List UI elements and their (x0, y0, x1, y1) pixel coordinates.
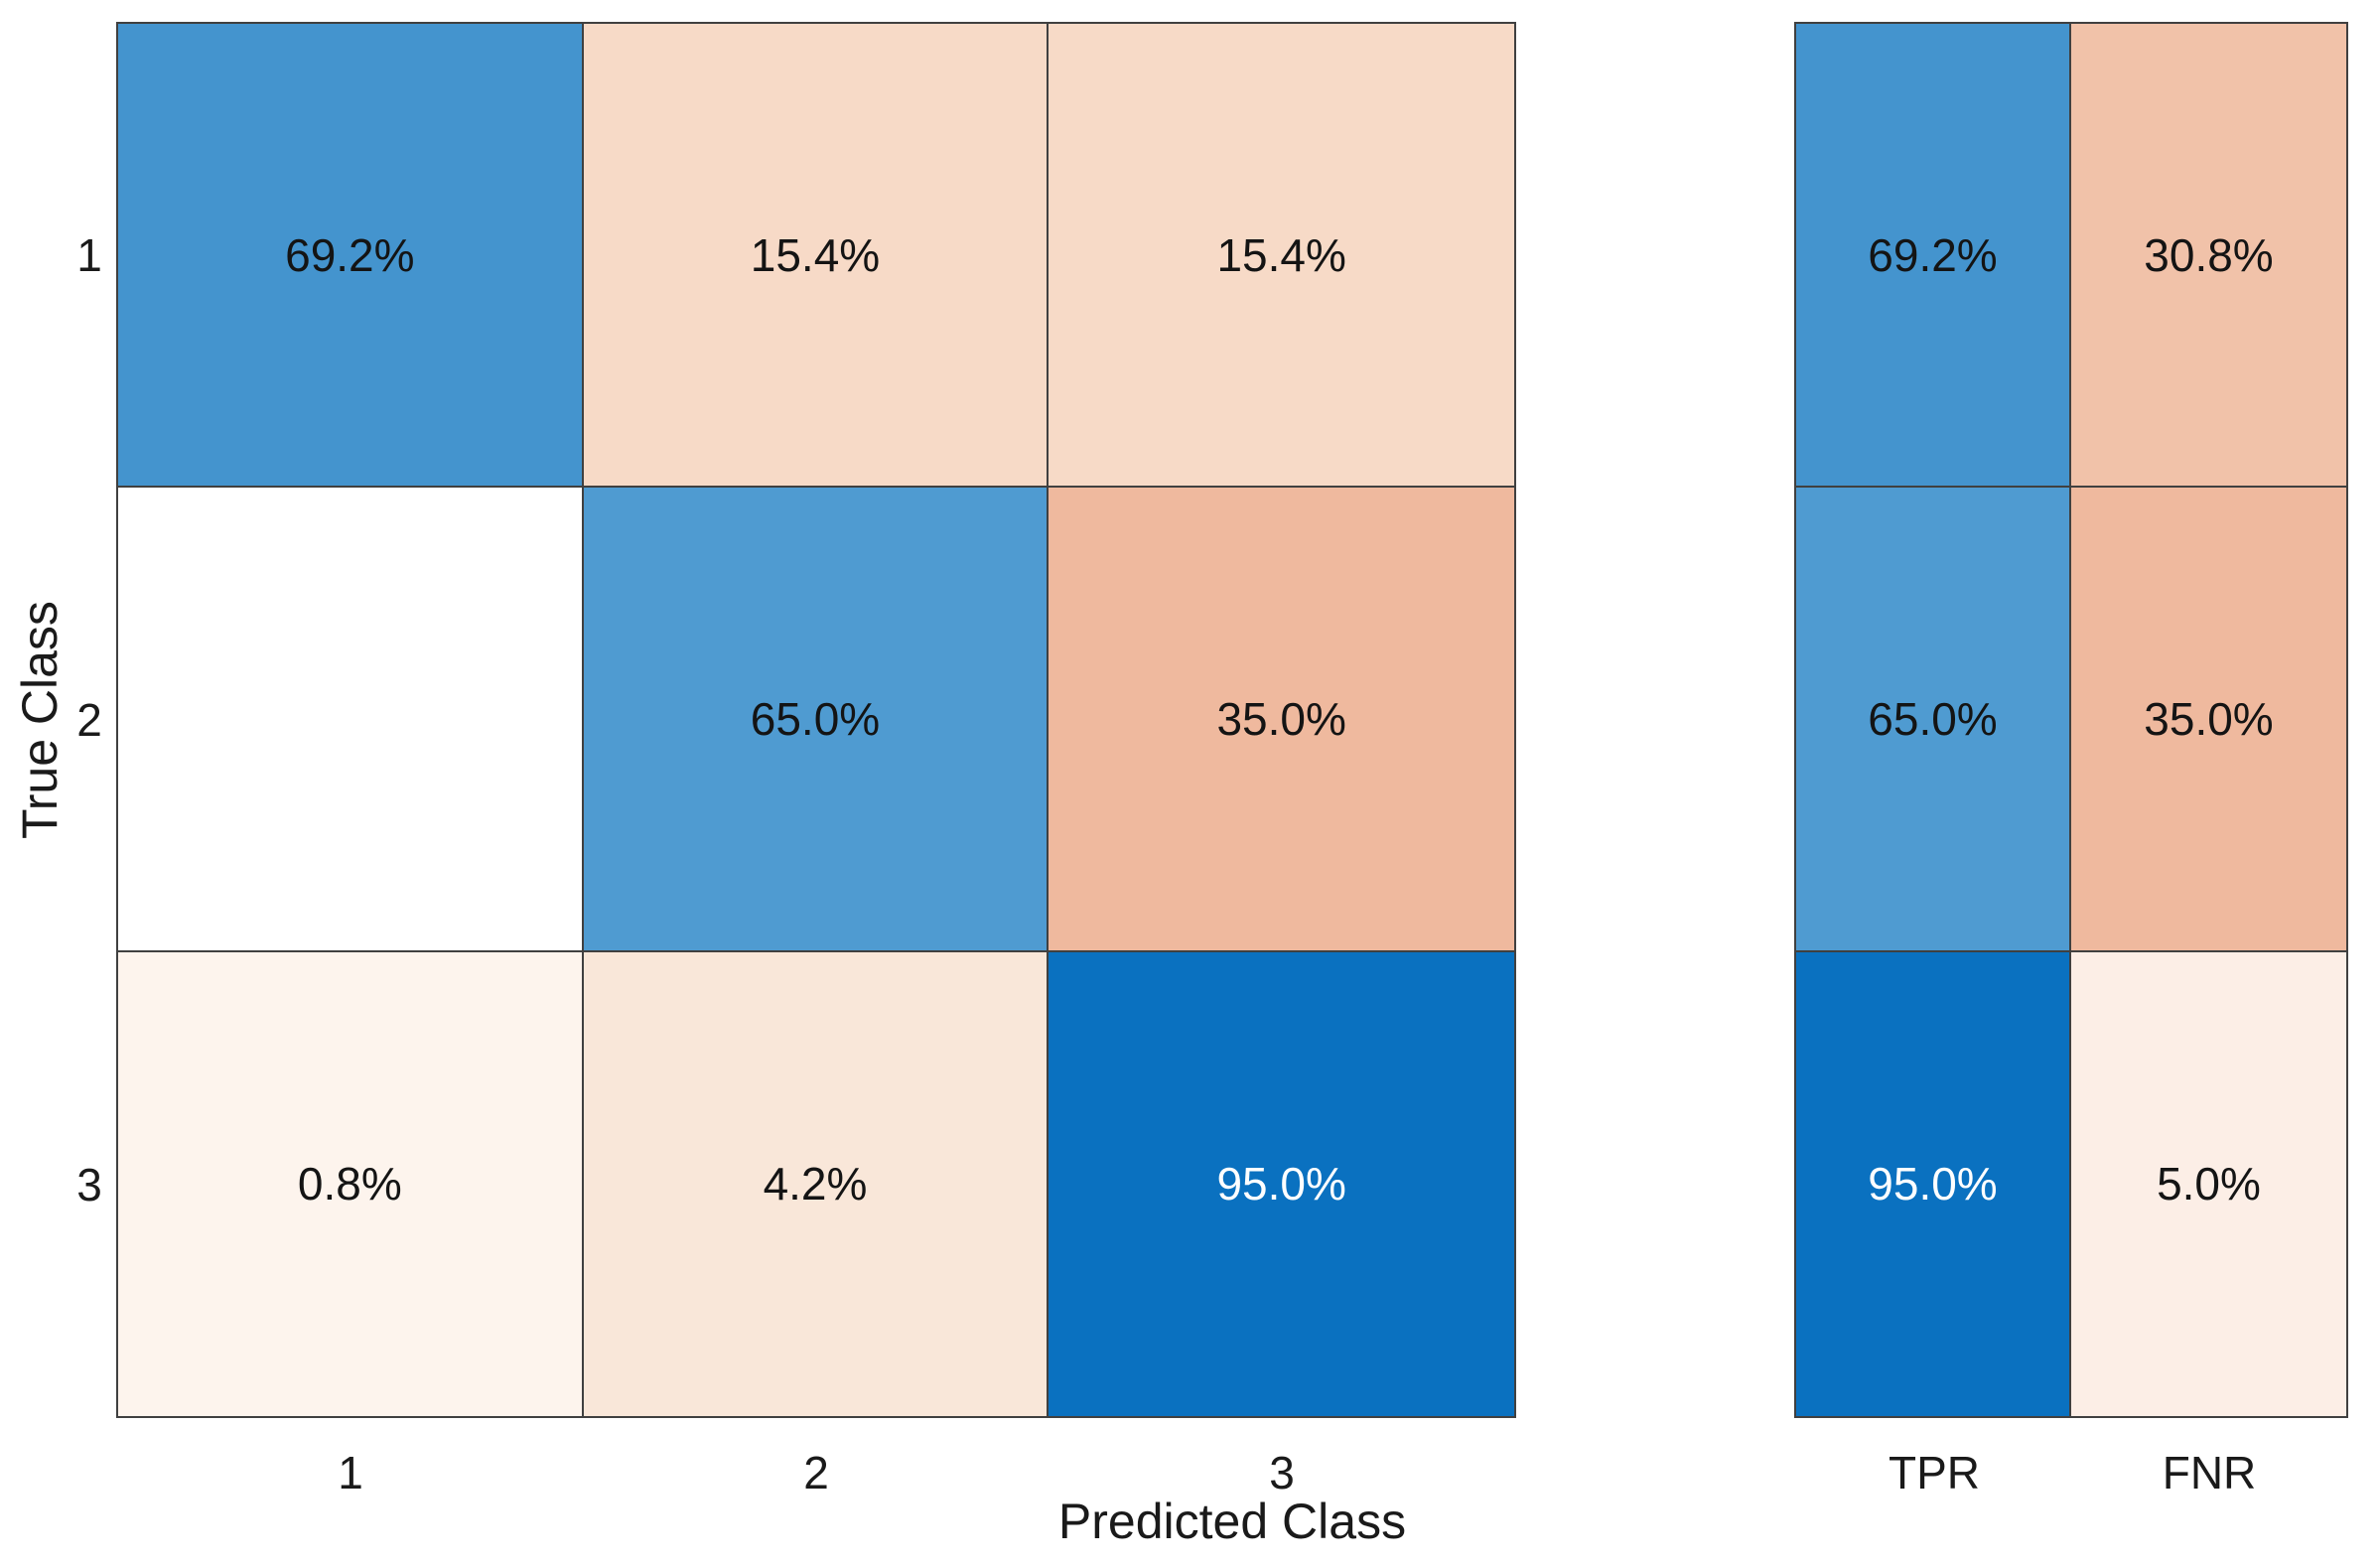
matrix-cell-r3c1: 0.8% (118, 951, 584, 1416)
summary-cell-r3c2: 5.0% (2071, 951, 2346, 1416)
matrix-cell-r3c2: 4.2% (583, 951, 1050, 1416)
matrix-cell-r3c3: 95.0% (1049, 951, 1514, 1416)
x-tick-label-1: 1 (338, 1447, 363, 1498)
matrix-cell-r1c1: 69.2% (118, 24, 584, 489)
y-tick-label-3: 3 (76, 1159, 102, 1211)
summary-cell-r1c1: 69.2% (1796, 24, 2071, 489)
row-summary-grid: 69.2% 30.8% 65.0% 35.0% 95.0% 5.0% (1794, 22, 2348, 1418)
y-axis-label: True Class (12, 601, 68, 839)
summary-cell-r2c1: 65.0% (1796, 488, 2071, 952)
matrix-cell-r2c3: 35.0% (1049, 488, 1514, 952)
matrix-cell-r2c1 (118, 488, 584, 952)
summary-cell-r1c2: 30.8% (2071, 24, 2346, 489)
matrix-cell-r1c3: 15.4% (1049, 24, 1514, 489)
x-tick-label-3: 3 (1269, 1447, 1295, 1498)
matrix-cell-r1c2: 15.4% (583, 24, 1050, 489)
y-tick-label-1: 1 (76, 229, 102, 281)
confusion-matrix-grid: 69.2% 15.4% 15.4% 65.0% 35.0% 0.8% 4.2% 95.0% (116, 22, 1516, 1418)
summary-cell-r3c1: 95.0% (1796, 951, 2071, 1416)
summary-cell-r2c2: 35.0% (2071, 488, 2346, 952)
x-axis-label: Predicted Class (1057, 1494, 1407, 1549)
summary-col-label-fnr: FNR (2162, 1447, 2257, 1498)
matrix-cell-r2c2: 65.0% (583, 488, 1050, 952)
x-tick-label-2: 2 (803, 1447, 829, 1498)
y-tick-label-2: 2 (76, 694, 102, 746)
summary-col-label-tpr: TPR (1889, 1447, 1980, 1498)
